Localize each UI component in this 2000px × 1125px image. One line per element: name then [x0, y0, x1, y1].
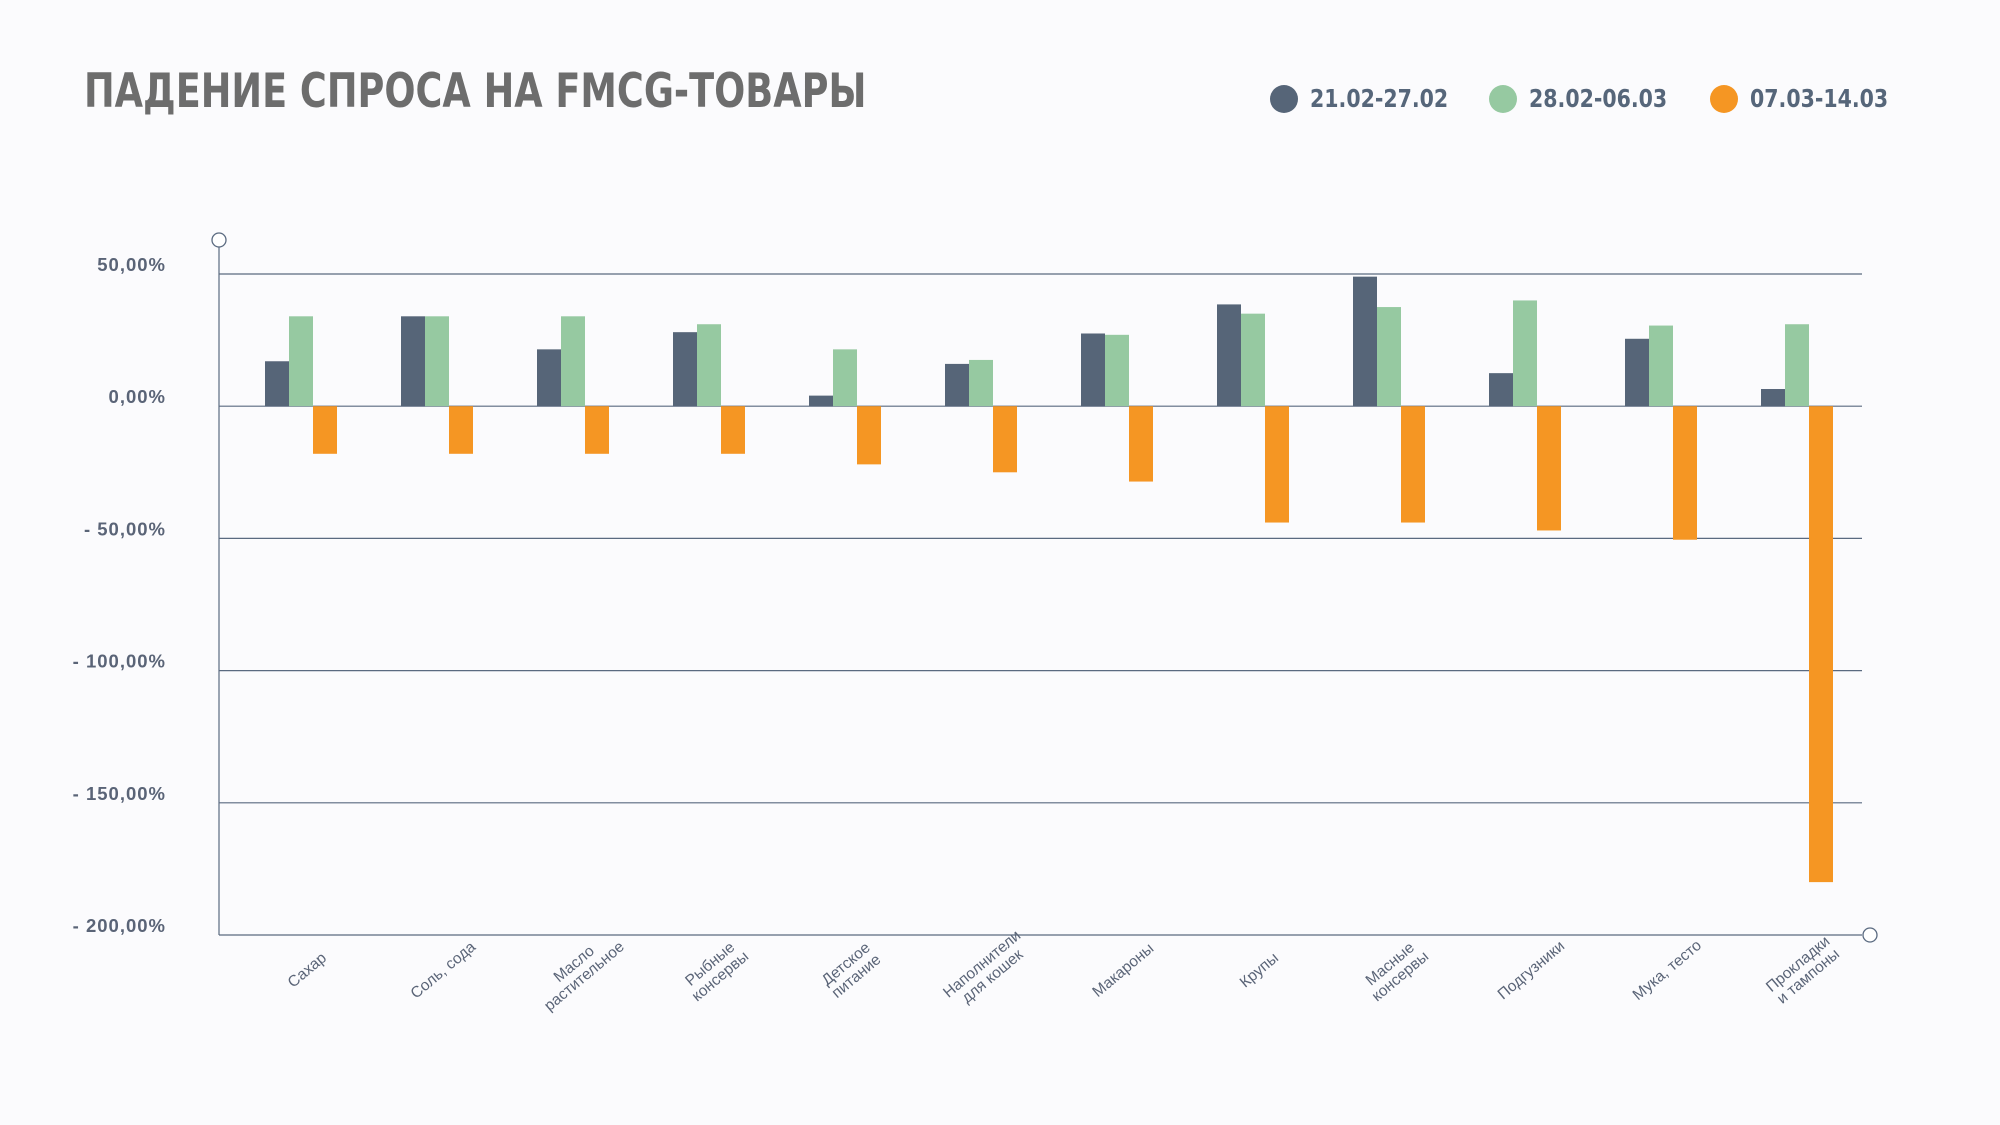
legend-item: 07.03-14.03	[1710, 84, 1919, 113]
bar	[1265, 406, 1289, 523]
x-tick-label: Макароны	[1089, 940, 1157, 1001]
bar	[809, 395, 833, 407]
bar	[1129, 406, 1153, 482]
x-tick-label: Соль, сода	[408, 938, 480, 1002]
x-tick-label: Подгузники	[1495, 938, 1568, 1004]
y-tick-label: 0,00%	[109, 386, 166, 407]
x-tick-label-line: Макароны	[1089, 940, 1157, 1001]
legend-item: 28.02-06.03	[1489, 84, 1698, 113]
bar	[1377, 307, 1401, 407]
bar	[289, 316, 313, 407]
bar	[1625, 338, 1649, 407]
x-tick-label-line: Мука, тесто	[1630, 937, 1705, 1004]
bar	[1489, 373, 1513, 407]
bar	[969, 359, 993, 407]
bar	[721, 406, 745, 454]
x-tick-label: Крупы	[1237, 949, 1282, 991]
bar	[1761, 389, 1785, 407]
bar	[697, 324, 721, 407]
bar	[537, 349, 561, 407]
legend-label: 28.02-06.03	[1529, 84, 1668, 113]
bar	[401, 316, 425, 407]
x-tick-label: Сахар	[285, 949, 330, 991]
legend-swatch	[1710, 84, 1738, 113]
x-tick-label-line: Соль, сода	[408, 938, 480, 1002]
bar	[585, 406, 609, 454]
bar	[1809, 406, 1833, 883]
legend-item: 21.02-27.02	[1270, 84, 1479, 113]
y-tick-label: 50,00%	[97, 254, 166, 275]
bar	[561, 316, 585, 407]
x-tick-label-line: Крупы	[1237, 949, 1282, 991]
bar	[1513, 300, 1537, 407]
bar	[1081, 333, 1105, 407]
bar	[1673, 406, 1697, 540]
bar	[449, 406, 473, 454]
bar	[1241, 313, 1265, 407]
bar	[1537, 406, 1561, 531]
bar	[1649, 325, 1673, 407]
x-tick-label-line: Подгузники	[1495, 938, 1568, 1004]
axis-end-marker	[1862, 927, 1878, 943]
legend-swatch	[1489, 84, 1517, 113]
x-tick-label: Мука, тесто	[1630, 937, 1705, 1004]
bar	[993, 406, 1017, 473]
bar	[1105, 334, 1129, 407]
bar	[1353, 276, 1377, 407]
bar	[1217, 304, 1241, 407]
y-tick-label: - 100,00%	[73, 651, 166, 672]
bar	[833, 349, 857, 407]
bar	[1401, 406, 1425, 523]
legend-label: 07.03-14.03	[1750, 84, 1889, 113]
chart-title: ПАДЕНИЕ СПРОСА НА FMCG-ТОВАРЫ	[84, 64, 867, 119]
bar	[265, 361, 289, 407]
bar	[313, 406, 337, 454]
axis-start-marker	[211, 232, 227, 248]
bar	[945, 363, 969, 407]
legend-label: 21.02-27.02	[1310, 84, 1449, 113]
y-tick-label: - 200,00%	[73, 915, 166, 936]
legend-swatch	[1270, 84, 1298, 113]
bar	[1785, 324, 1809, 407]
x-tick-label-line: Сахар	[285, 949, 330, 991]
y-tick-label: - 50,00%	[84, 518, 166, 539]
legend: 21.02-27.02 28.02-06.03 07.03-14.03	[0, 84, 2000, 120]
bar	[425, 316, 449, 407]
y-tick-label: - 150,00%	[73, 783, 166, 804]
bar	[857, 406, 881, 465]
bar	[673, 332, 697, 407]
